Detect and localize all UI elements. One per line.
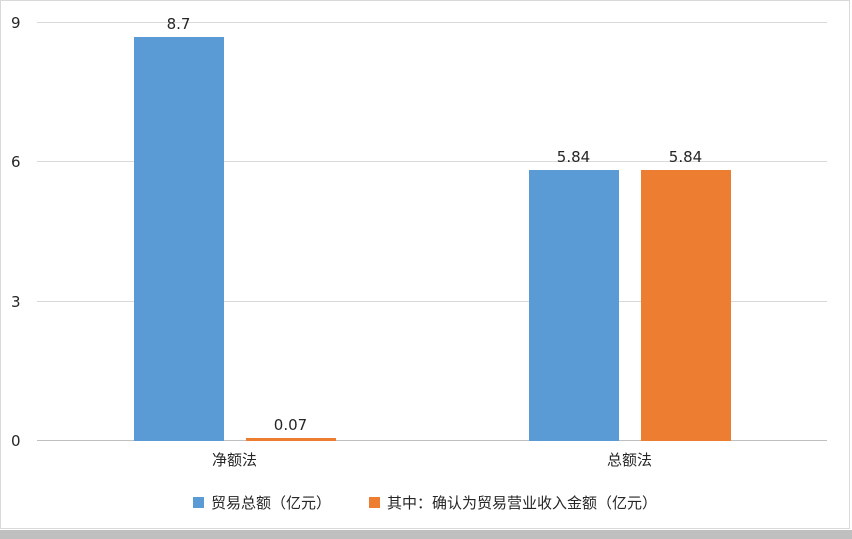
y-tick-label: 6 <box>11 153 21 172</box>
bar-with-label: 5.84 <box>640 147 731 441</box>
gridline <box>37 161 827 163</box>
y-axis: 0 3 6 9 <box>1 14 37 450</box>
bar-series-2-category-1 <box>245 437 336 441</box>
legend-item: 其中：确认为贸易营业收入金额（亿元） <box>369 492 657 513</box>
gridline <box>37 440 827 441</box>
bar-group: 5.84 5.84 <box>432 23 827 441</box>
gridline <box>37 300 827 302</box>
bar-series-1-category-2 <box>528 169 619 441</box>
bar-series-1-category-1 <box>133 36 224 441</box>
legend-label: 贸易总额（亿元） <box>210 494 331 512</box>
legend: 贸易总额（亿元） 其中：确认为贸易营业收入金额（亿元） <box>1 492 849 513</box>
y-tick-label: 9 <box>11 14 21 32</box>
data-label: 0.07 <box>273 415 308 434</box>
bar-with-label: 8.7 <box>133 14 224 441</box>
y-tick-label: 3 <box>11 292 21 311</box>
bar-chart: 0 3 6 9 8.7 0.07 5.84 5.84 净额法 总额法 贸易总额（亿元） 其中：确… <box>0 0 850 529</box>
data-label: 5.84 <box>668 147 703 166</box>
legend-label: 其中：确认为贸易营业收入金额（亿元） <box>387 494 658 512</box>
data-label: 8.7 <box>166 14 191 33</box>
data-label: 5.84 <box>556 147 591 166</box>
bar-groups: 8.7 0.07 5.84 5.84 <box>37 15 827 441</box>
legend-swatch-icon <box>369 497 380 508</box>
plot-area: 8.7 0.07 5.84 5.84 <box>37 15 827 441</box>
x-axis-labels: 净额法 总额法 <box>37 449 827 470</box>
category-label: 总额法 <box>606 451 652 469</box>
bar-with-label: 0.07 <box>245 415 336 441</box>
bar-series-2-category-2 <box>640 169 731 441</box>
bar-with-label: 5.84 <box>528 147 619 441</box>
y-tick-label: 0 <box>11 432 21 450</box>
legend-item: 贸易总额（亿元） <box>192 492 331 513</box>
legend-swatch-icon <box>192 497 204 508</box>
gridline <box>37 22 827 23</box>
bottom-border <box>0 530 852 539</box>
bar-group: 8.7 0.07 <box>37 15 432 441</box>
category-label: 净额法 <box>211 451 257 469</box>
